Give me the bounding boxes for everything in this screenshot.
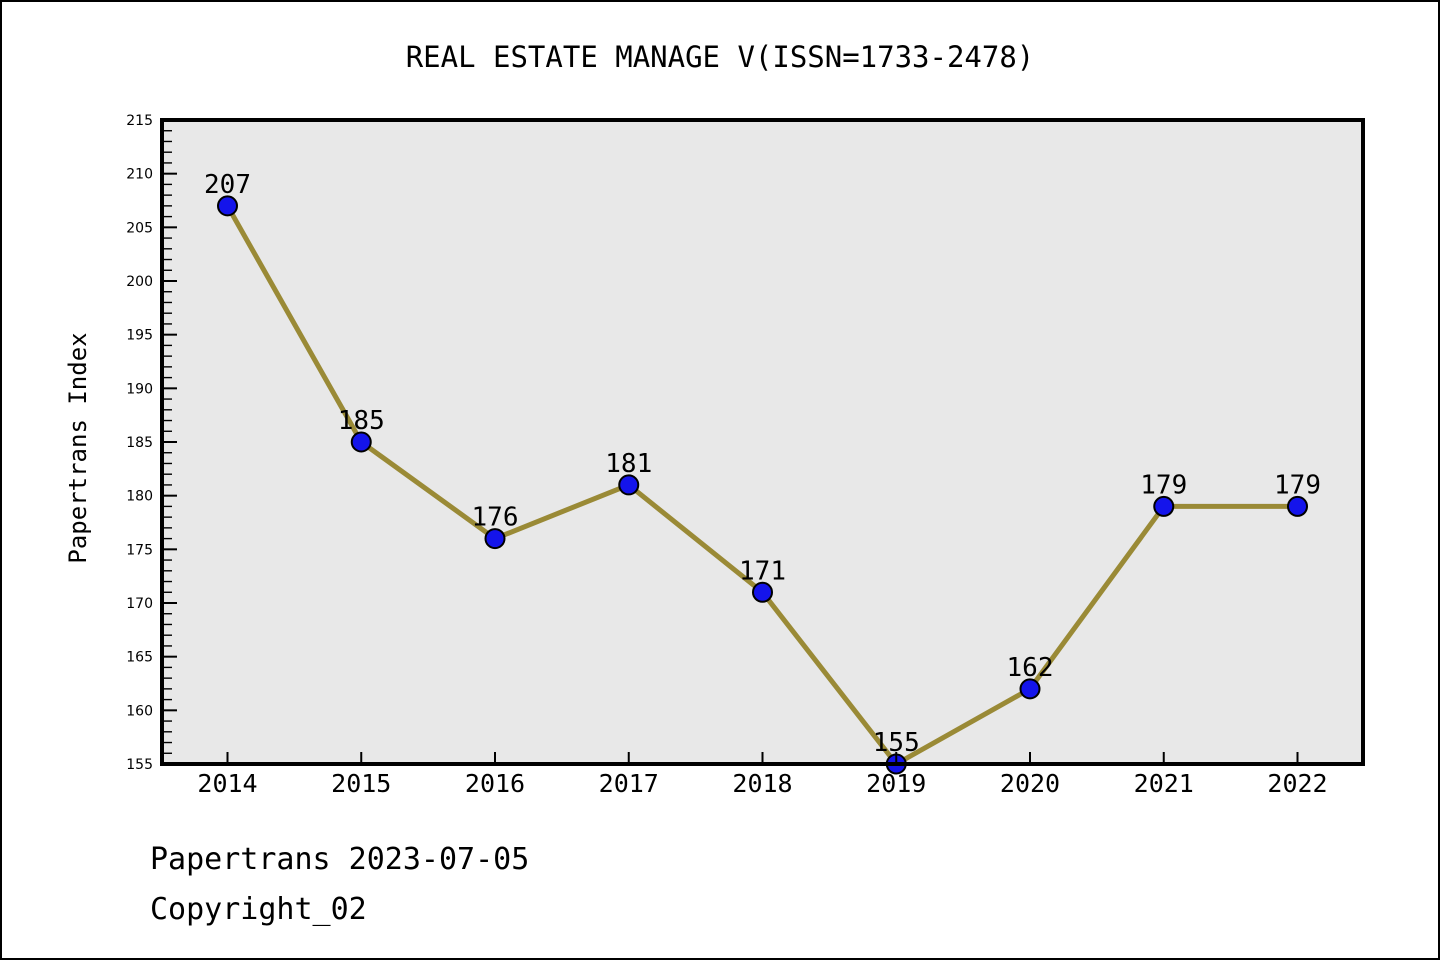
x-tick-label: 2022 xyxy=(1267,769,1327,798)
data-point xyxy=(484,528,506,550)
y-tick-label: 210 xyxy=(126,167,153,183)
footer-brand-date: Papertrans 2023-07-05 xyxy=(150,842,530,877)
y-tick-label: 185 xyxy=(126,435,153,451)
y-tick-label: 170 xyxy=(126,596,153,612)
data-point xyxy=(1153,495,1175,517)
x-tick-label: 2014 xyxy=(197,769,257,798)
y-tick-label: 205 xyxy=(126,220,153,236)
data-point-label: 185 xyxy=(338,406,385,436)
chart-title: REAL ESTATE MANAGE V(ISSN=1733-2478) xyxy=(405,40,1035,74)
data-point xyxy=(350,431,372,453)
y-tick-label: 215 xyxy=(126,113,153,129)
data-point-label: 171 xyxy=(739,556,786,586)
data-point-label: 155 xyxy=(873,728,920,758)
data-point-label: 179 xyxy=(1274,470,1321,500)
footer-copyright: Copyright_02 xyxy=(150,892,367,927)
y-tick-label: 180 xyxy=(126,489,153,505)
plot-background xyxy=(162,120,1363,764)
data-point xyxy=(217,195,238,217)
y-tick-label: 195 xyxy=(126,328,153,344)
x-tick-label: 2018 xyxy=(732,769,792,798)
data-point-label: 179 xyxy=(1140,470,1187,500)
x-tick-label: 2016 xyxy=(465,769,525,798)
y-tick-label: 200 xyxy=(126,274,153,290)
data-point xyxy=(752,581,773,603)
y-tick-label: 160 xyxy=(126,703,153,719)
axis-frame xyxy=(160,118,1365,766)
data-point xyxy=(1019,678,1041,700)
y-tick-label: 190 xyxy=(126,381,153,397)
data-point-label: 162 xyxy=(1007,653,1054,683)
data-point xyxy=(618,474,640,496)
data-point-label: 176 xyxy=(472,503,519,533)
data-point-label: 181 xyxy=(605,449,652,479)
x-tick-label: 2021 xyxy=(1134,769,1194,798)
data-point xyxy=(1287,495,1308,517)
y-tick-label: 165 xyxy=(126,650,153,666)
x-tick-label: 2019 xyxy=(866,769,926,798)
x-tick-label: 2015 xyxy=(331,769,391,798)
data-point-label: 207 xyxy=(204,170,251,200)
y-tick-label: 155 xyxy=(126,757,153,773)
y-tick-label: 175 xyxy=(126,542,153,558)
x-tick-label: 2020 xyxy=(1000,769,1060,798)
x-tick-label: 2017 xyxy=(599,769,659,798)
